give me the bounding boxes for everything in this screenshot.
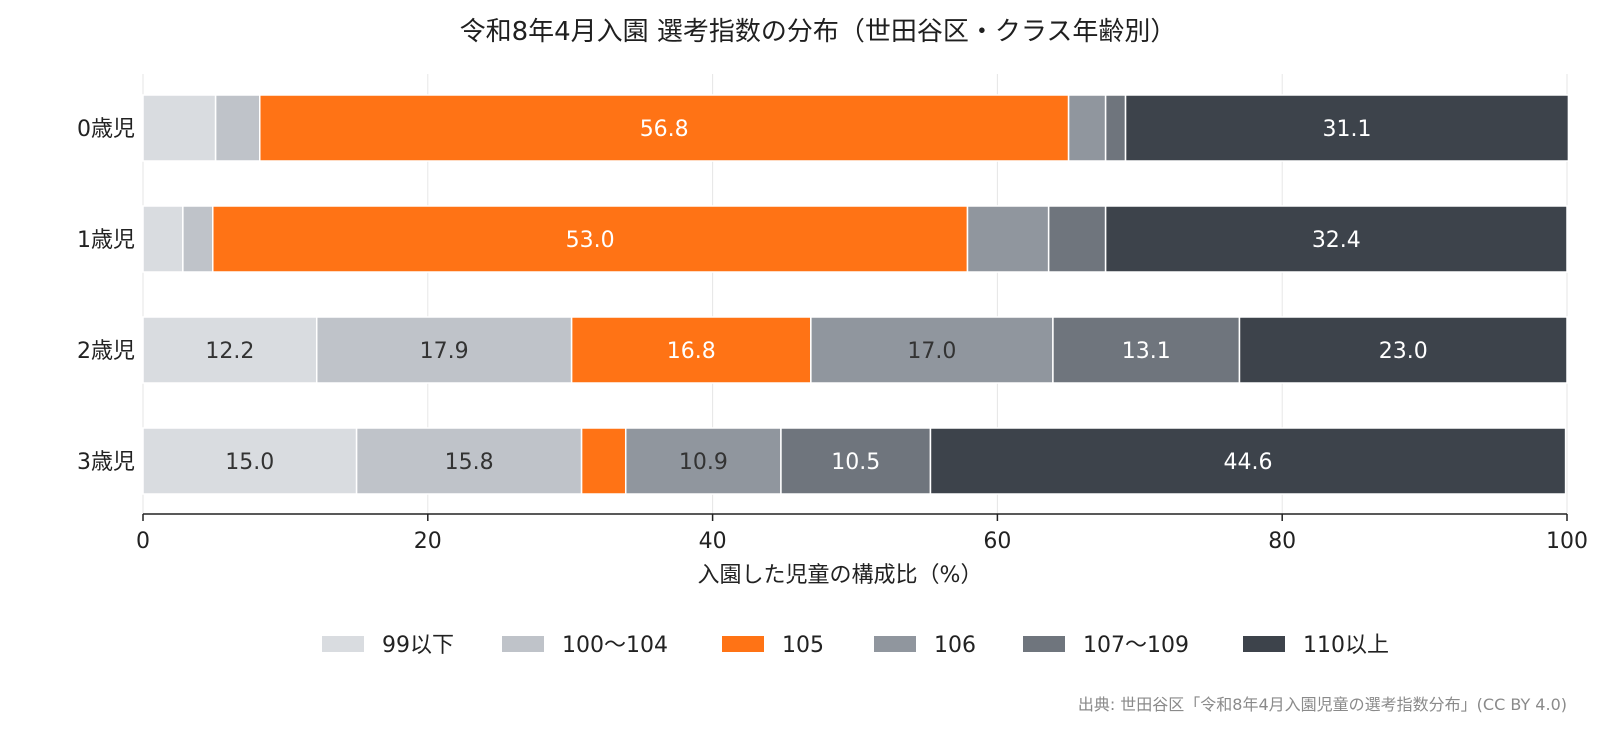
bar-segment-1-4 bbox=[1047, 205, 1107, 273]
category-label-2: 2歳児 bbox=[77, 339, 135, 364]
bar-value-label-3-3: 10.9 bbox=[679, 450, 728, 475]
bar-segment-3-3 bbox=[624, 427, 782, 495]
legend-label-4: 107〜109 bbox=[1083, 633, 1189, 658]
bar-value-label-2-2: 16.8 bbox=[667, 339, 716, 364]
chart-title: 令和8年4月入園 選考指数の分布（世田谷区・クラス年齢別） bbox=[460, 17, 1177, 47]
bar-segment-3-0 bbox=[142, 427, 358, 495]
legend-swatch-2 bbox=[722, 636, 764, 652]
x-tick-label-60: 60 bbox=[983, 529, 1011, 554]
bar-segment-0-0 bbox=[142, 94, 217, 162]
bars-layer bbox=[142, 94, 1570, 495]
bar-value-label-3-0: 15.0 bbox=[225, 450, 274, 475]
category-label-1: 1歳児 bbox=[77, 228, 135, 253]
bar-segment-2-4 bbox=[1052, 316, 1241, 384]
bar-value-label-2-5: 23.0 bbox=[1379, 339, 1428, 364]
bar-segment-2-2 bbox=[570, 316, 812, 384]
bar-segment-1-3 bbox=[966, 205, 1050, 273]
bar-value-label-3-5: 44.6 bbox=[1224, 450, 1273, 475]
bar-segment-0-2 bbox=[259, 94, 1070, 162]
bar-segment-3-2 bbox=[580, 427, 627, 495]
x-tick-label-80: 80 bbox=[1268, 529, 1296, 554]
x-tick-label-40: 40 bbox=[699, 529, 727, 554]
legend-label-2: 105 bbox=[782, 633, 824, 658]
bar-segment-1-1 bbox=[182, 205, 214, 273]
legend-label-3: 106 bbox=[934, 633, 976, 658]
legend-label-0: 99以下 bbox=[382, 633, 454, 658]
bar-value-label-3-4: 10.5 bbox=[831, 450, 880, 475]
legend-swatch-5 bbox=[1243, 636, 1285, 652]
bar-labels-layer: 56.8 31.1 0歳児 53.0 32.4 1歳児 12.2 17.9 16.8 17.0 13… bbox=[77, 117, 1428, 475]
legend-swatch-1 bbox=[502, 636, 544, 652]
category-label-3: 3歳児 bbox=[77, 450, 135, 475]
legend-swatch-3 bbox=[874, 636, 916, 652]
x-tick-label-20: 20 bbox=[414, 529, 442, 554]
bar-segment-0-1 bbox=[214, 94, 261, 162]
x-tick-label-0: 0 bbox=[136, 529, 150, 554]
bar-value-label-3-1: 15.8 bbox=[445, 450, 494, 475]
legend-swatch-4 bbox=[1023, 636, 1065, 652]
category-label-0: 0歳児 bbox=[77, 117, 135, 142]
bar-segment-0-4 bbox=[1104, 94, 1127, 162]
bar-segment-3-4 bbox=[780, 427, 932, 495]
legend-label-1: 100〜104 bbox=[562, 633, 668, 658]
bar-value-label-2-0: 12.2 bbox=[205, 339, 254, 364]
bar-value-label-2-1: 17.9 bbox=[420, 339, 469, 364]
bar-value-label-1-2: 53.0 bbox=[566, 228, 615, 253]
bar-segment-2-0 bbox=[142, 316, 318, 384]
legend-swatch-0 bbox=[322, 636, 364, 652]
x-tick-label-100: 100 bbox=[1546, 529, 1588, 554]
bar-segment-2-3 bbox=[810, 316, 1054, 384]
bar-segment-3-1 bbox=[355, 427, 583, 495]
x-axis-label: 入園した児童の構成比（%） bbox=[698, 563, 983, 588]
bar-segment-1-5 bbox=[1104, 205, 1568, 273]
bar-segment-1-0 bbox=[142, 205, 184, 273]
bar-segment-3-5 bbox=[929, 427, 1567, 495]
legend: 99以下 100〜104 105 106 107〜109 110以上 bbox=[322, 633, 1389, 658]
bar-value-label-0-2: 56.8 bbox=[640, 117, 689, 142]
bar-value-label-0-5: 31.1 bbox=[1322, 117, 1371, 142]
x-axis: 0 20 40 60 80 100 bbox=[136, 513, 1588, 554]
bar-segment-2-1 bbox=[315, 316, 573, 384]
bar-segment-0-3 bbox=[1067, 94, 1107, 162]
source-note: 出典: 世田谷区「令和8年4月入園児童の選考指数分布」(CC BY 4.0) bbox=[1078, 695, 1567, 714]
bar-value-label-2-3: 17.0 bbox=[907, 339, 956, 364]
bar-segment-0-5 bbox=[1124, 94, 1570, 162]
bar-segment-2-5 bbox=[1238, 316, 1568, 384]
legend-label-5: 110以上 bbox=[1303, 633, 1389, 658]
bar-value-label-1-5: 32.4 bbox=[1312, 228, 1361, 253]
bar-value-label-2-4: 13.1 bbox=[1122, 339, 1171, 364]
